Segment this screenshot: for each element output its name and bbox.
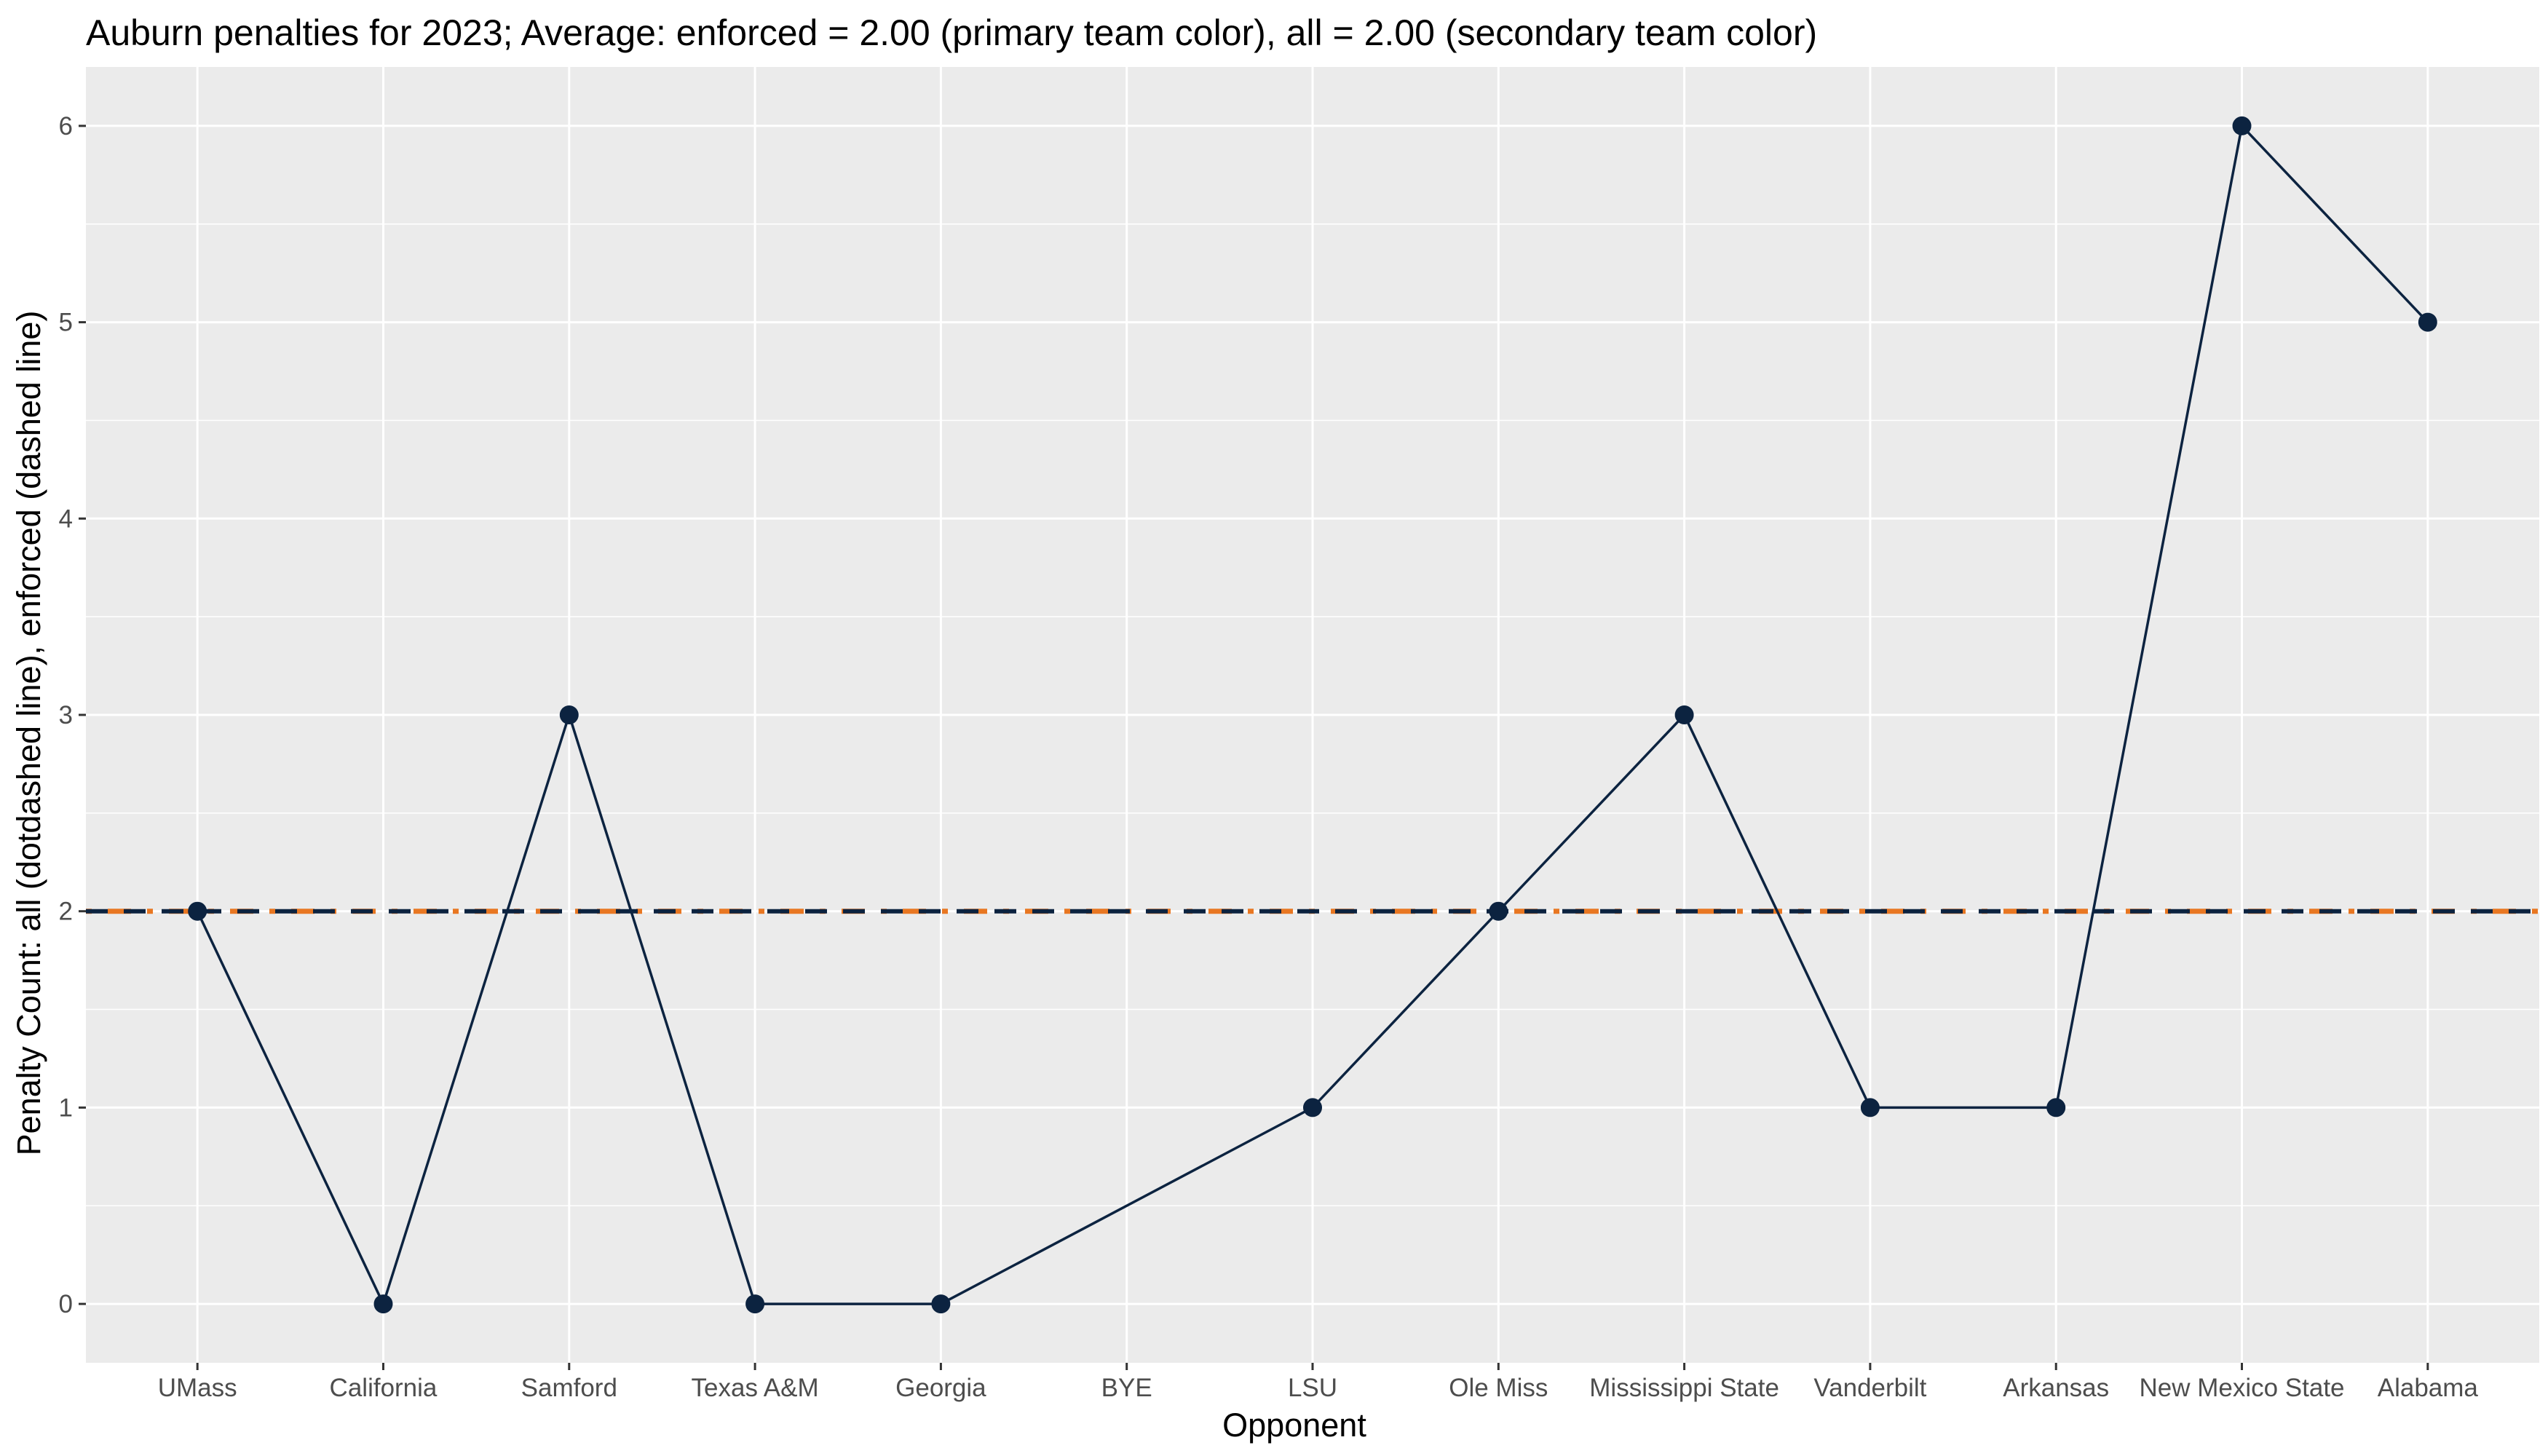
- y-axis-title: Penalty Count: all (dotdashed line), enf…: [10, 311, 47, 1156]
- y-tick-label: 2: [59, 898, 73, 926]
- data-point: [1674, 705, 1694, 724]
- x-tick-label: BYE: [1101, 1374, 1152, 1402]
- x-tick-label: Arkansas: [2003, 1374, 2109, 1402]
- data-point: [188, 901, 207, 921]
- y-tick-label: 5: [59, 309, 73, 337]
- data-point: [2418, 312, 2437, 332]
- data-point: [373, 1294, 393, 1314]
- x-tick-label: Texas A&M: [692, 1374, 819, 1402]
- data-point: [1303, 1098, 1322, 1117]
- x-axis-title: Opponent: [1222, 1406, 1366, 1444]
- x-tick-label: California: [330, 1374, 438, 1402]
- y-tick-label: 0: [59, 1290, 73, 1318]
- x-tick-label: UMass: [158, 1374, 237, 1402]
- data-point: [2232, 116, 2252, 135]
- data-point: [745, 1294, 765, 1314]
- data-point: [559, 705, 579, 724]
- series-lines: [196, 123, 2429, 1307]
- y-tick-label: 4: [59, 505, 73, 533]
- y-tick-label: 6: [59, 112, 73, 141]
- data-point: [1860, 1098, 1880, 1117]
- chart-title: Auburn penalties for 2023; Average: enfo…: [86, 12, 1817, 53]
- x-tick-label: New Mexico State: [2139, 1374, 2344, 1402]
- x-tick-label: Mississippi State: [1589, 1374, 1779, 1402]
- data-point: [931, 1294, 951, 1314]
- x-tick-label: LSU: [1288, 1374, 1337, 1402]
- y-axis-ticks: 0 1 2 3 4 5 6: [59, 112, 86, 1318]
- x-tick-label: Samford: [521, 1374, 617, 1402]
- x-tick-label: Georgia: [895, 1374, 986, 1402]
- data-point: [2046, 1098, 2066, 1117]
- x-tick-label: Alabama: [2378, 1374, 2479, 1402]
- y-tick-label: 1: [59, 1093, 73, 1122]
- data-point: [1489, 901, 1508, 921]
- x-axis-ticks: UMass California Samford Texas A&M Georgia BY…: [158, 1363, 2479, 1402]
- x-tick-label: Vanderbilt: [1813, 1374, 1926, 1402]
- y-tick-label: 3: [59, 701, 73, 729]
- series-line: [196, 123, 2429, 1307]
- x-tick-label: Ole Miss: [1449, 1374, 1548, 1402]
- data-points: [188, 116, 2437, 1314]
